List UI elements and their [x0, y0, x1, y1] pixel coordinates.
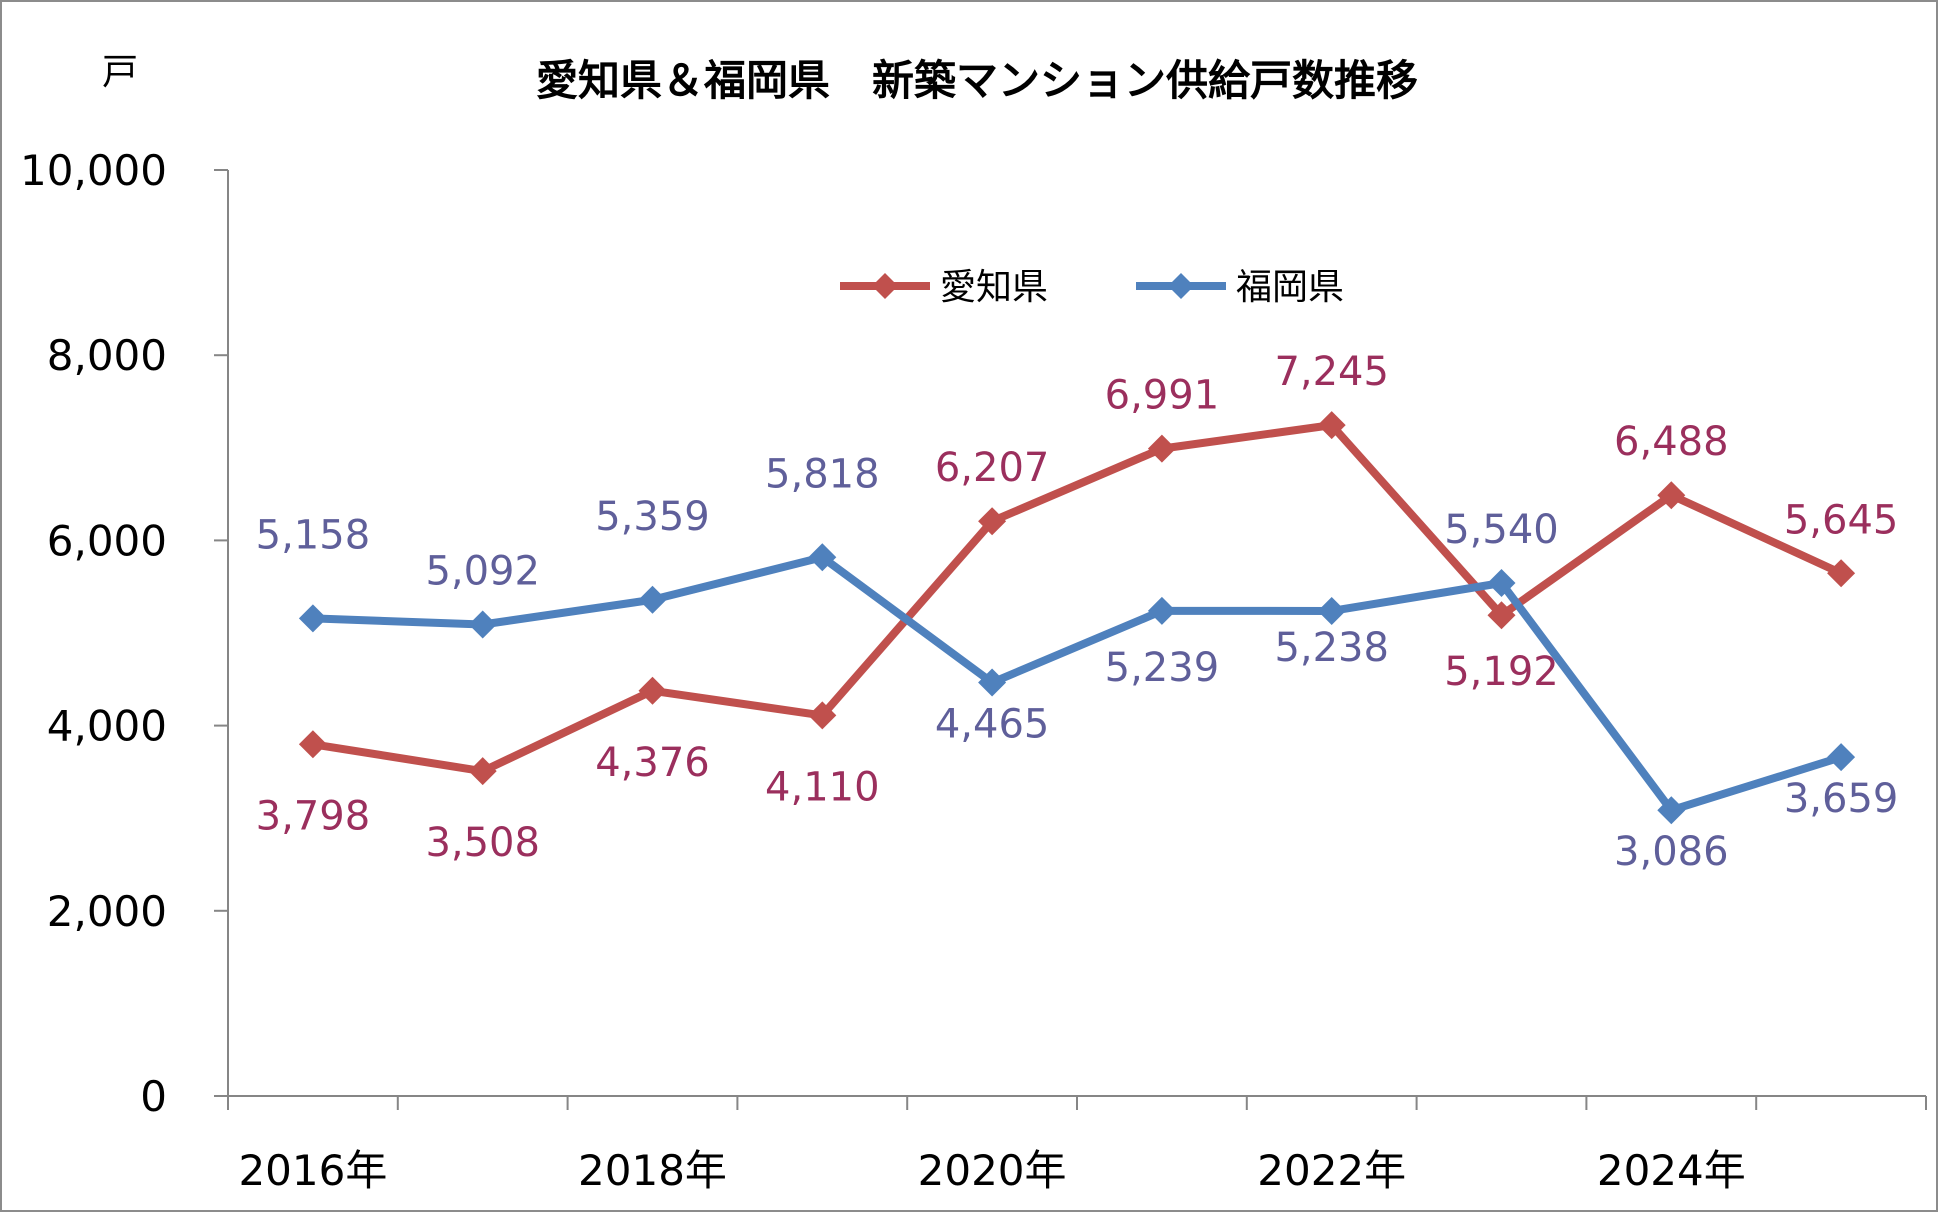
- data-point: [978, 507, 1007, 536]
- data-labels: 3,798 3,508 4,376 4,110 6,207 6,991 7,245 5,192…: [256, 349, 1899, 875]
- data-point: [978, 668, 1007, 697]
- data-label: 5,818: [765, 451, 880, 497]
- y-tick-label: 2,000: [47, 887, 167, 936]
- data-label: 3,508: [425, 820, 540, 866]
- data-point: [468, 757, 497, 786]
- legend-label: 愛知県: [940, 267, 1048, 308]
- legend-marker: [872, 273, 898, 299]
- data-label: 4,110: [765, 764, 880, 810]
- data-label: 5,645: [1784, 497, 1899, 543]
- y-tick-label: 4,000: [47, 702, 167, 751]
- data-point: [1317, 596, 1346, 625]
- y-tick-label: 10,000: [20, 146, 167, 195]
- data-point: [1147, 596, 1176, 625]
- y-unit-label: 戸: [102, 52, 138, 93]
- data-point: [808, 543, 837, 572]
- data-label: 6,991: [1105, 373, 1220, 419]
- data-label: 5,359: [595, 494, 710, 540]
- data-label: 4,376: [595, 740, 710, 786]
- data-point: [468, 610, 497, 639]
- legend-marker: [1168, 273, 1194, 299]
- data-label: 6,488: [1614, 419, 1729, 465]
- data-point: [298, 730, 327, 759]
- legend: 愛知県 福岡県: [840, 267, 1344, 308]
- data-label: 5,158: [256, 512, 371, 558]
- data-point: [1487, 568, 1516, 597]
- data-label: 5,239: [1105, 645, 1220, 691]
- y-tick-label: 8,000: [47, 331, 167, 380]
- chart-title: 愛知県＆福岡県 新築マンション供給戸数推移: [536, 56, 1418, 105]
- series-line-fukuoka: [312, 553, 1843, 815]
- data-point: [1657, 481, 1686, 510]
- x-tick-label: 2016年: [238, 1146, 387, 1195]
- data-label: 6,207: [935, 445, 1050, 491]
- data-label: 4,465: [935, 702, 1050, 748]
- x-tick-label: 2018年: [578, 1146, 727, 1195]
- data-label: 5,540: [1444, 507, 1559, 553]
- data-label: 5,092: [425, 548, 540, 594]
- data-point: [298, 604, 327, 633]
- y-tick-label: 6,000: [47, 516, 167, 565]
- y-tick-label: 0: [140, 1072, 167, 1121]
- series-line-aichi: [312, 421, 1843, 776]
- data-label: 7,245: [1274, 349, 1389, 395]
- data-label: 3,086: [1614, 829, 1729, 875]
- series-layer: [298, 411, 1856, 825]
- data-label: 3,659: [1784, 776, 1899, 822]
- data-point: [638, 585, 667, 614]
- data-point: [1657, 796, 1686, 825]
- data-point: [1487, 601, 1516, 630]
- data-point: [1827, 743, 1856, 772]
- data-point: [1317, 411, 1346, 440]
- x-tick-label: 2022年: [1257, 1146, 1406, 1195]
- data-label: 3,798: [256, 793, 371, 839]
- legend-label: 福岡県: [1236, 267, 1344, 308]
- data-point: [1827, 559, 1856, 588]
- x-tick-label: 2024年: [1597, 1146, 1746, 1195]
- x-tick-label: 2020年: [918, 1146, 1067, 1195]
- data-label: 5,192: [1444, 649, 1559, 695]
- data-point: [808, 701, 837, 730]
- axes: 0 2,000 4,000 6,000 8,000 10,000 2016年 2018年 202…: [20, 146, 1927, 1195]
- data-point: [638, 676, 667, 705]
- data-point: [1147, 434, 1176, 463]
- data-label: 5,238: [1274, 625, 1389, 671]
